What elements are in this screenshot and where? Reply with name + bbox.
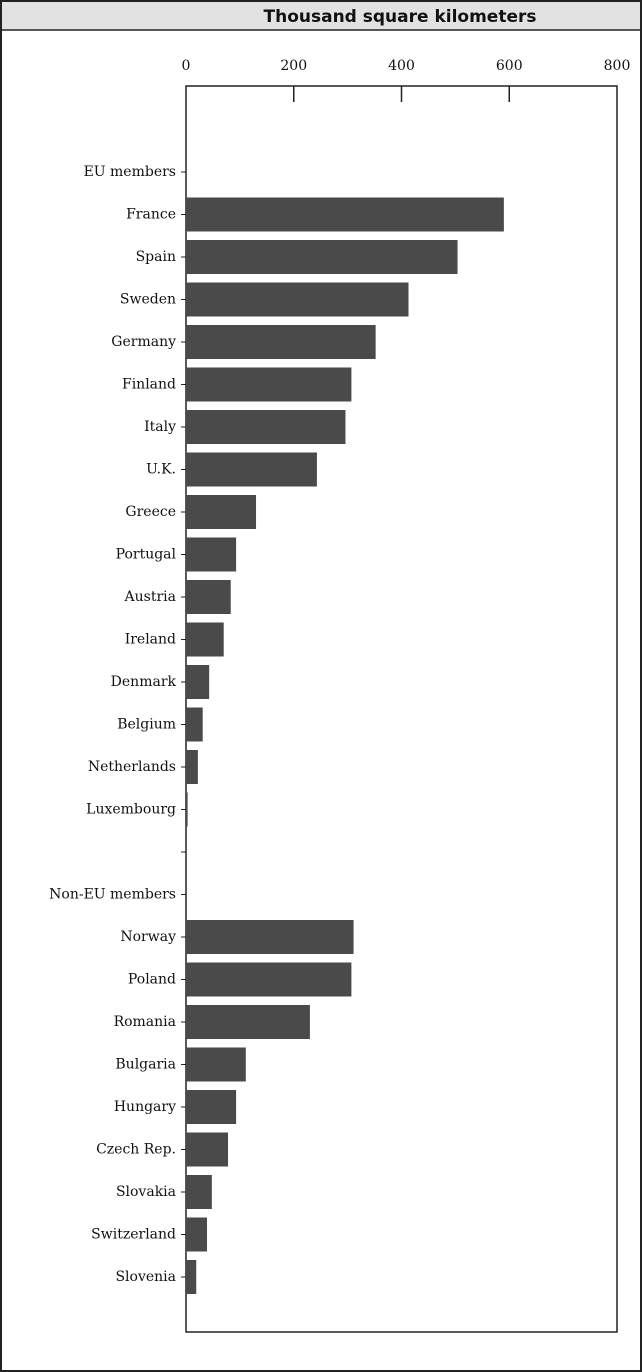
bar — [186, 792, 188, 827]
bar — [186, 537, 237, 572]
bar — [186, 1090, 237, 1124]
bar — [186, 197, 504, 232]
bar — [186, 1260, 197, 1294]
y-tick-label: Netherlands — [88, 759, 176, 775]
bar — [186, 282, 409, 317]
bar — [186, 1132, 229, 1167]
y-tick-label: Belgium — [117, 717, 176, 733]
bar — [186, 410, 346, 444]
bar — [186, 495, 257, 529]
bar — [186, 962, 352, 997]
bar — [186, 920, 354, 954]
x-tick-label: 0 — [182, 58, 191, 74]
y-tick-label: Italy — [144, 419, 176, 435]
y-tick-label: Non-EU members — [49, 887, 176, 903]
y-tick-label: Bulgaria — [115, 1057, 176, 1073]
chart-title: Thousand square kilometers — [264, 7, 537, 27]
bar — [186, 1005, 310, 1039]
y-tick-label: Ireland — [125, 632, 176, 648]
y-tick-label: Hungary — [114, 1099, 176, 1115]
y-tick-label: Poland — [128, 972, 176, 988]
y-tick-label: Switzerland — [91, 1227, 176, 1243]
bar — [186, 665, 210, 699]
y-tick-label: Slovakia — [116, 1184, 176, 1200]
y-tick-label: Spain — [136, 249, 176, 265]
y-tick-label: Denmark — [111, 674, 177, 690]
y-tick-label: Romania — [114, 1014, 176, 1030]
y-tick-label: Luxembourg — [86, 802, 176, 818]
y-tick-label: France — [126, 207, 176, 223]
bar — [186, 325, 376, 359]
bar — [186, 707, 203, 742]
y-tick-label: Slovenia — [115, 1269, 176, 1285]
y-tick-label: Czech Rep. — [96, 1142, 176, 1158]
x-tick-label: 400 — [388, 58, 415, 74]
y-tick-label: Norway — [120, 929, 176, 945]
x-tick-label: 800 — [604, 58, 631, 74]
bar — [186, 452, 317, 487]
y-tick-label: Austria — [124, 589, 176, 605]
y-tick-label: U.K. — [146, 462, 176, 478]
x-tick-label: 200 — [280, 58, 307, 74]
y-tick-label: Germany — [111, 334, 176, 350]
bar — [186, 1047, 246, 1082]
y-tick-label: Greece — [125, 504, 176, 520]
bar — [186, 1175, 212, 1209]
bar — [186, 580, 231, 614]
bar — [186, 750, 198, 784]
y-tick-label: Finland — [122, 377, 176, 393]
y-tick-label: Portugal — [116, 547, 177, 563]
bar — [186, 367, 352, 402]
x-tick-label: 600 — [496, 58, 523, 74]
bar — [186, 622, 224, 657]
y-tick-label: EU members — [84, 164, 176, 180]
y-tick-label: Sweden — [120, 292, 176, 308]
bar — [186, 240, 458, 274]
header-band — [0, 0, 642, 30]
bar — [186, 1217, 208, 1252]
